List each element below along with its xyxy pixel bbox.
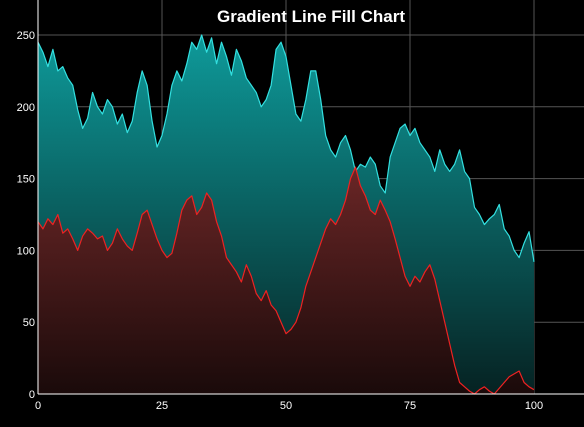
axes xyxy=(37,0,584,395)
x-tick-label-0: 0 xyxy=(35,400,41,412)
tick-labels: 0 25 50 75 100 0 50 100 150 200 250 xyxy=(17,30,544,412)
series-red-area xyxy=(38,167,534,394)
x-tick-label-50: 50 xyxy=(280,400,292,412)
y-tick-label-200: 200 xyxy=(17,102,35,114)
y-tick-label-150: 150 xyxy=(17,174,35,186)
series-red-line xyxy=(37,166,535,395)
y-tick-label-250: 250 xyxy=(17,30,35,42)
y-tick-label-0: 0 xyxy=(29,389,35,401)
x-tick-label-100: 100 xyxy=(525,400,543,412)
x-tick-label-75: 75 xyxy=(404,400,416,412)
x-tick-label-25: 25 xyxy=(156,400,168,412)
y-tick-label-100: 100 xyxy=(17,245,35,257)
series-areas xyxy=(37,34,535,395)
y-tick-label-50: 50 xyxy=(23,317,35,329)
series-teal-line xyxy=(37,34,535,262)
chart-title: Gradient Line Fill Chart xyxy=(217,7,405,26)
